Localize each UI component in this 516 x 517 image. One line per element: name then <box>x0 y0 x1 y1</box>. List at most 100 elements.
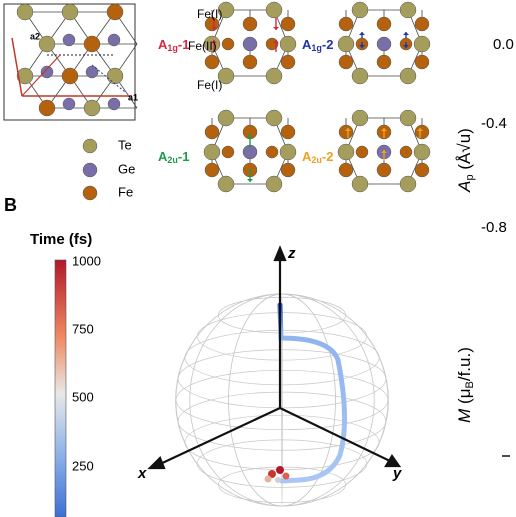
atom <box>351 109 369 127</box>
atom <box>107 97 121 111</box>
mode-label: A1g-2 <box>302 37 333 53</box>
text-part: 2u <box>311 155 322 165</box>
text-part: 2u <box>167 155 178 165</box>
text-part: 1g <box>167 43 178 53</box>
atom <box>62 33 76 47</box>
arrowhead <box>345 128 351 131</box>
atom <box>280 16 296 32</box>
sphere-latitude <box>175 369 389 431</box>
atom <box>399 1 417 19</box>
atom <box>376 54 392 70</box>
atom <box>16 67 34 85</box>
atom <box>217 1 235 19</box>
legend-fe: Fe <box>118 184 133 199</box>
arrowhead <box>417 128 423 131</box>
atom <box>217 67 235 85</box>
text-part: /f.u.) <box>455 347 474 381</box>
text-part: -2 <box>322 37 334 52</box>
atom <box>217 175 235 193</box>
y-axis-label: Ap (Å√u) <box>455 128 475 193</box>
atom <box>280 162 296 178</box>
y-axis-label: M (μB/f.u.) <box>455 347 475 423</box>
atom <box>83 99 101 117</box>
atom <box>85 65 99 79</box>
atom <box>413 35 431 53</box>
atom <box>82 162 98 178</box>
site-label: Fe(II) <box>188 39 217 53</box>
atom <box>204 54 220 70</box>
text-part: (Å√u) <box>455 128 474 174</box>
text-part: M <box>455 408 474 423</box>
atom <box>242 16 258 32</box>
colorbar-title: Time (fs) <box>30 231 92 248</box>
text-part: A <box>158 37 168 52</box>
atom <box>221 37 235 51</box>
atom <box>280 124 296 140</box>
trajectory <box>277 302 347 484</box>
text-part: -1 <box>178 149 190 164</box>
axis-label: y <box>392 465 402 482</box>
atom <box>355 145 369 159</box>
atom <box>265 145 279 159</box>
atom <box>351 175 369 193</box>
atom <box>414 124 430 140</box>
arrowhead <box>273 27 279 30</box>
colorbar-tick: 750 <box>72 321 94 336</box>
arrowhead <box>384 453 402 468</box>
atom <box>107 33 121 47</box>
colorbar-tick: 250 <box>72 458 94 473</box>
atom <box>83 35 101 53</box>
atom <box>338 16 354 32</box>
text-part: B <box>464 381 476 388</box>
atom <box>16 3 34 21</box>
arrowhead <box>359 45 365 48</box>
y-axis <box>279 407 393 463</box>
atom <box>265 67 283 85</box>
atom <box>265 109 283 127</box>
atom <box>61 67 79 85</box>
lattice-a2: a2 <box>30 31 40 41</box>
atom <box>38 99 56 117</box>
arrowhead <box>211 27 217 30</box>
atom <box>351 67 369 85</box>
text-part: -2 <box>322 149 334 164</box>
atom <box>337 143 355 161</box>
sphere-latitude <box>177 391 387 451</box>
atom <box>414 16 430 32</box>
arrowhead <box>273 40 279 43</box>
atom <box>399 67 417 85</box>
arrowhead <box>403 32 409 35</box>
arrowhead <box>381 150 387 153</box>
atom <box>38 35 56 53</box>
atom <box>204 162 220 178</box>
tick-label: -0.8 <box>481 219 507 236</box>
atom <box>338 162 354 178</box>
atom <box>217 109 235 127</box>
arrowhead <box>359 32 365 35</box>
atom <box>242 54 258 70</box>
atom <box>242 36 258 52</box>
atom <box>399 145 413 159</box>
atom <box>106 67 124 85</box>
axis-label: z <box>287 245 296 262</box>
atom <box>61 3 79 21</box>
atom <box>279 143 297 161</box>
atom <box>338 54 354 70</box>
arrowhead <box>211 40 217 43</box>
atom <box>82 185 98 201</box>
arrowhead <box>147 456 166 470</box>
atom <box>82 138 98 154</box>
atom <box>376 36 392 52</box>
site-label: Fe(I) <box>197 7 222 21</box>
arrowhead <box>247 179 253 182</box>
text-part: A <box>455 180 474 192</box>
atom <box>106 3 124 21</box>
text-part: p <box>464 174 476 180</box>
trajectory-start-cluster <box>264 466 290 483</box>
text-part: -1 <box>178 37 190 52</box>
colorbar-tick: 500 <box>72 389 94 404</box>
arrowhead <box>403 45 409 48</box>
atom <box>338 124 354 140</box>
colorbar-tick: 1000 <box>72 253 101 268</box>
